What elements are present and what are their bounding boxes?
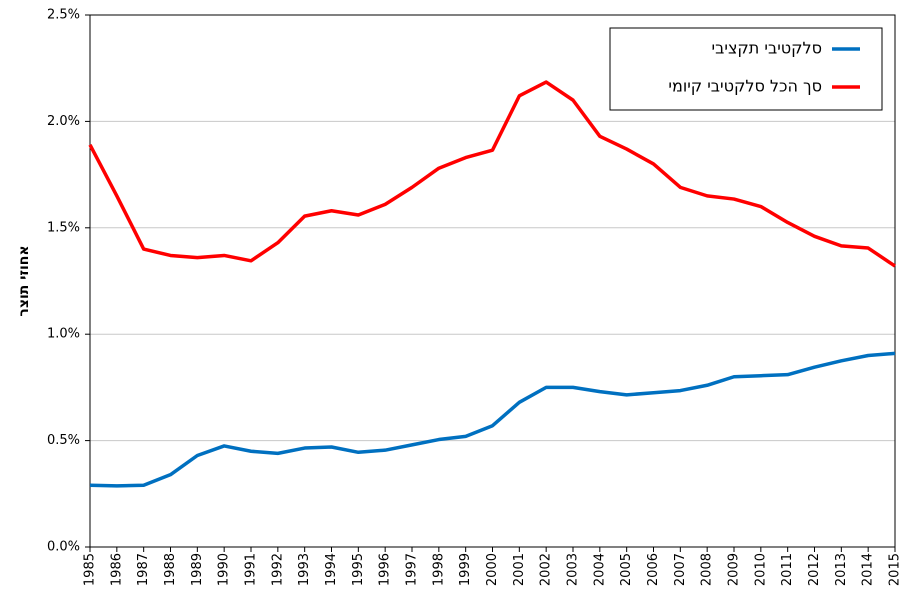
x-tick-label: 2011 [780, 553, 795, 586]
x-tick-label: 2002 [539, 553, 554, 586]
x-tick-label: 2008 [700, 553, 715, 586]
x-tick-label: 2013 [834, 553, 849, 586]
y-tick-label: 0.5% [47, 433, 80, 448]
x-tick-label: 2004 [592, 553, 607, 586]
x-tick-label: 1986 [109, 553, 124, 586]
y-tick-label: 2.0% [47, 114, 80, 129]
x-tick-label: 1992 [270, 553, 285, 586]
y-tick-label: 2.5% [47, 8, 80, 23]
x-tick-label: 2005 [619, 553, 634, 586]
y-tick-label: 0.0% [47, 540, 80, 555]
x-tick-label: 2000 [485, 553, 500, 586]
x-tick-label: 2001 [512, 553, 527, 586]
x-tick-label: 1998 [431, 553, 446, 586]
x-tick-label: 2006 [646, 553, 661, 586]
legend-box [609, 27, 883, 111]
legend-label: סלקטיבי תקציבי [712, 39, 822, 58]
x-tick-label: 2015 [888, 553, 903, 586]
x-tick-label: 1996 [378, 553, 393, 586]
x-tick-label: 1999 [458, 553, 473, 586]
x-tick-label: 1985 [83, 553, 98, 586]
x-tick-label: 1997 [405, 553, 420, 586]
x-tick-label: 1988 [163, 553, 178, 586]
data-line [88, 80, 896, 268]
x-tick-label: 1993 [297, 553, 312, 586]
x-tick-label: 1990 [217, 553, 232, 586]
x-tick-label: 1991 [244, 553, 259, 586]
y-tick-label: 1.5% [47, 220, 80, 235]
legend-label: סך הכל סלקטיבי קיומי [668, 77, 822, 96]
x-tick-label: 1994 [324, 553, 339, 586]
x-tick-label: 2007 [673, 553, 688, 586]
x-tick-label: 1987 [136, 553, 151, 586]
x-tick-label: 2012 [807, 553, 822, 586]
x-tick-label: 2009 [727, 553, 742, 586]
x-tick-label: 2014 [861, 553, 876, 586]
x-tick-label: 1995 [351, 553, 366, 586]
y-tick-label: 1.0% [47, 327, 80, 342]
x-tick-label: 2003 [566, 553, 581, 586]
data-line [89, 351, 896, 488]
x-tick-label: 2010 [753, 553, 768, 586]
y-axis-title: אחוזי תוצר [16, 245, 32, 316]
x-tick-label: 1989 [190, 553, 205, 586]
